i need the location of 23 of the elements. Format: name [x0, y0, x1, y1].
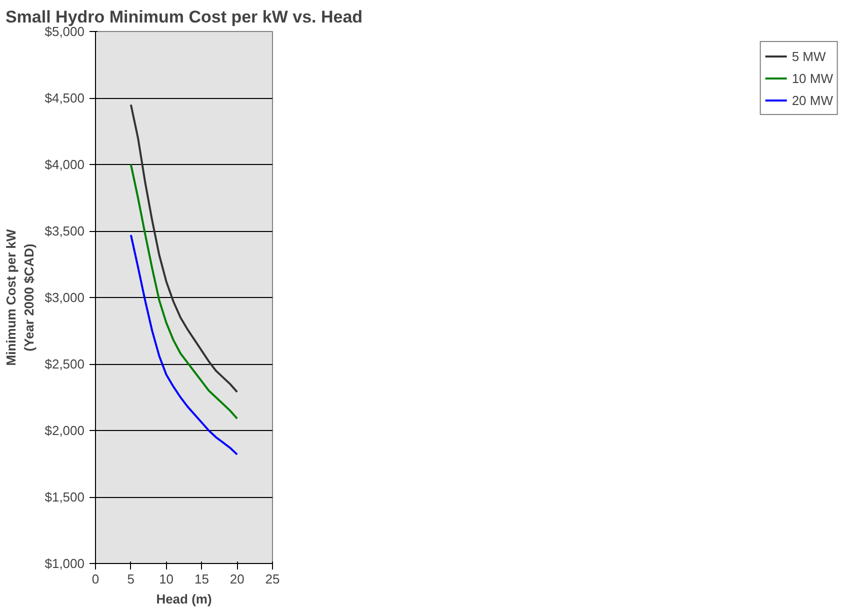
y-tick-label: $2,000 [44, 423, 85, 438]
line-series [130, 164, 238, 420]
line-series [130, 234, 238, 456]
y-tick-label: $1,000 [44, 556, 85, 571]
legend-label: 10 MW [792, 70, 833, 86]
x-tick-label: 25 [265, 572, 280, 586]
y-tick-label: $4,500 [44, 90, 85, 106]
legend-label: 5 MW [792, 48, 826, 64]
x-tick-label: 15 [194, 572, 209, 586]
y-tick-label: $3,000 [44, 290, 85, 305]
y-tick-label: $4,000 [44, 157, 85, 172]
line-series [130, 104, 238, 393]
y-tick-label: $2,500 [44, 356, 85, 372]
x-tick-label: 20 [230, 572, 244, 586]
x-axis-title: Head (m) [156, 592, 212, 606]
y-tick-label: $1,500 [44, 490, 85, 504]
chart-title: Small Hydro Minimum Cost per kW vs. Head [5, 8, 363, 26]
x-tick-label: 5 [127, 572, 135, 586]
x-tick-label: 10 [159, 572, 174, 586]
y-axis-title: Minimum Cost per kW (Year 2000 $CAD) [4, 228, 37, 366]
x-tick-label: 0 [92, 572, 100, 586]
y-tick-label: $3,500 [44, 224, 85, 238]
legend-label: 20 MW [792, 92, 833, 108]
